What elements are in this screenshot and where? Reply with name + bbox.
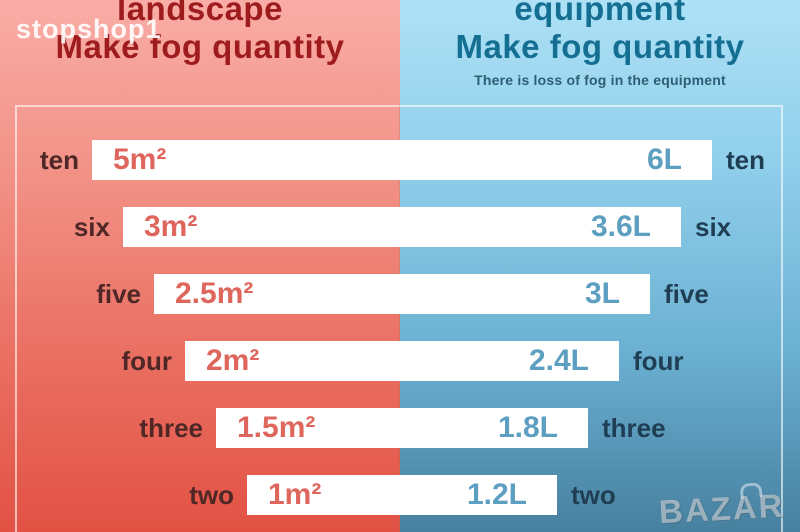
area-value: 2.5m² bbox=[175, 277, 254, 310]
watermark-stopshop: stopshop1 bbox=[16, 14, 162, 44]
category-label-right: six bbox=[695, 212, 732, 242]
category-label-left: six bbox=[73, 212, 110, 242]
left-header: landscape Make fog quantity bbox=[0, 0, 400, 66]
category-label-right: ten bbox=[726, 145, 765, 175]
area-value: 1m² bbox=[268, 478, 322, 511]
category-label-left: five bbox=[96, 279, 141, 309]
volume-value: 3L bbox=[584, 277, 620, 310]
bar-row-three: three 1.5m² 1.8L three bbox=[0, 408, 800, 448]
category-label-right: three bbox=[602, 413, 666, 443]
bar: 2.5m² 3L bbox=[154, 274, 650, 314]
category-label-right: four bbox=[633, 346, 684, 376]
bar-row-ten: ten 5m² 6L ten bbox=[0, 140, 800, 180]
bar: 5m² 6L bbox=[92, 140, 712, 180]
bar: 1m² 1.2L bbox=[247, 475, 557, 515]
area-value: 3m² bbox=[144, 210, 198, 243]
bar-row-four: four 2m² 2.4L four bbox=[0, 341, 800, 381]
left-title-line2: Make fog quantity bbox=[55, 28, 345, 65]
category-label-left: four bbox=[121, 346, 172, 376]
volume-value: 2.4L bbox=[528, 344, 589, 377]
volume-value: 3.6L bbox=[590, 210, 651, 243]
bar-row-five: five 2.5m² 3L five bbox=[0, 274, 800, 314]
category-label-left: ten bbox=[40, 145, 79, 175]
right-subtitle: There is loss of fog in the equipment bbox=[474, 72, 726, 88]
right-title-line1: equipment bbox=[514, 0, 686, 27]
right-header: equipment Make fog quantity There is los… bbox=[400, 0, 800, 88]
bar-row-two: two 1m² 1.2L two bbox=[0, 475, 800, 515]
category-label-right: five bbox=[664, 279, 709, 309]
category-label-left: two bbox=[189, 480, 234, 510]
left-panel-background bbox=[0, 0, 400, 532]
center-divider bbox=[399, 105, 400, 532]
bar-row-six: six 3m² 3.6L six bbox=[0, 207, 800, 247]
bar: 1.5m² 1.8L bbox=[216, 408, 588, 448]
area-value: 1.5m² bbox=[237, 411, 316, 444]
category-label-right: two bbox=[571, 480, 616, 510]
shopping-bag-handle-icon bbox=[739, 481, 763, 500]
volume-value: 6L bbox=[646, 143, 682, 176]
area-value: 2m² bbox=[206, 344, 260, 377]
bar: 3m² 3.6L bbox=[123, 207, 681, 247]
category-label-left: three bbox=[139, 413, 203, 443]
watermark-bazar-logo: BAZAR bbox=[657, 486, 785, 531]
right-title-line2: Make fog quantity bbox=[455, 28, 745, 65]
volume-value: 1.8L bbox=[497, 411, 558, 444]
volume-value: 1.2L bbox=[466, 478, 527, 511]
bar: 2m² 2.4L bbox=[185, 341, 619, 381]
area-value: 5m² bbox=[113, 143, 167, 176]
left-title-line1: landscape bbox=[117, 0, 283, 27]
